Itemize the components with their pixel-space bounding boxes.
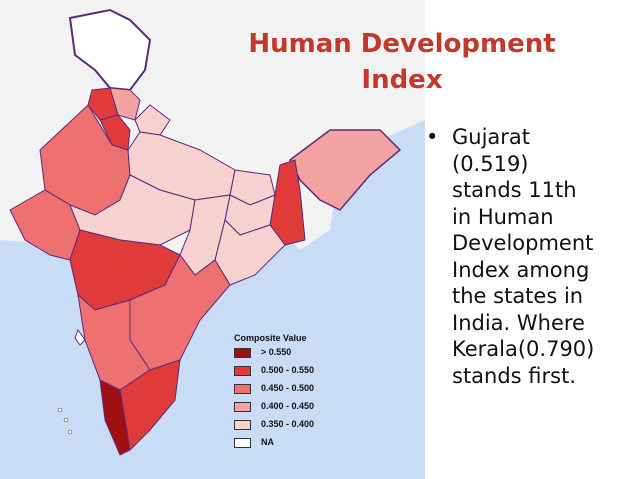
bullet-symbol: • bbox=[426, 125, 439, 149]
legend-label: 0.350 - 0.400 bbox=[261, 419, 315, 429]
bullet-text: Gujarat (0.519) stands 11th in Human Dev… bbox=[452, 125, 595, 388]
legend-swatch bbox=[234, 402, 251, 412]
legend-label: NA bbox=[261, 437, 274, 447]
legend-swatch bbox=[234, 384, 251, 394]
title-line-1: Human Development bbox=[248, 29, 556, 59]
legend-swatch bbox=[234, 366, 251, 376]
legend-swatch bbox=[234, 420, 251, 430]
india-hdi-map bbox=[0, 0, 425, 479]
region-kerala bbox=[99, 379, 131, 456]
map-legend: Composite Value > 0.550 0.500 - 0.550 0.… bbox=[230, 333, 350, 455]
legend-label: 0.400 - 0.450 bbox=[261, 401, 315, 411]
island bbox=[57, 407, 63, 413]
island bbox=[67, 429, 73, 435]
island bbox=[63, 417, 69, 423]
legend-label: 0.500 - 0.550 bbox=[261, 365, 315, 375]
region-goa bbox=[74, 328, 86, 346]
legend-label: > 0.550 bbox=[261, 347, 292, 357]
legend-title: Composite Value bbox=[234, 333, 307, 343]
region-jammu-kashmir bbox=[68, 8, 152, 92]
legend-swatch bbox=[234, 438, 251, 448]
legend-label: 0.450 - 0.500 bbox=[261, 383, 315, 393]
region-uttarakhand bbox=[134, 104, 171, 136]
title-line-2: Index bbox=[361, 65, 443, 95]
slide-title: Human Development Index bbox=[232, 26, 572, 98]
region-north-east bbox=[289, 129, 402, 211]
legend-swatch bbox=[234, 348, 251, 358]
